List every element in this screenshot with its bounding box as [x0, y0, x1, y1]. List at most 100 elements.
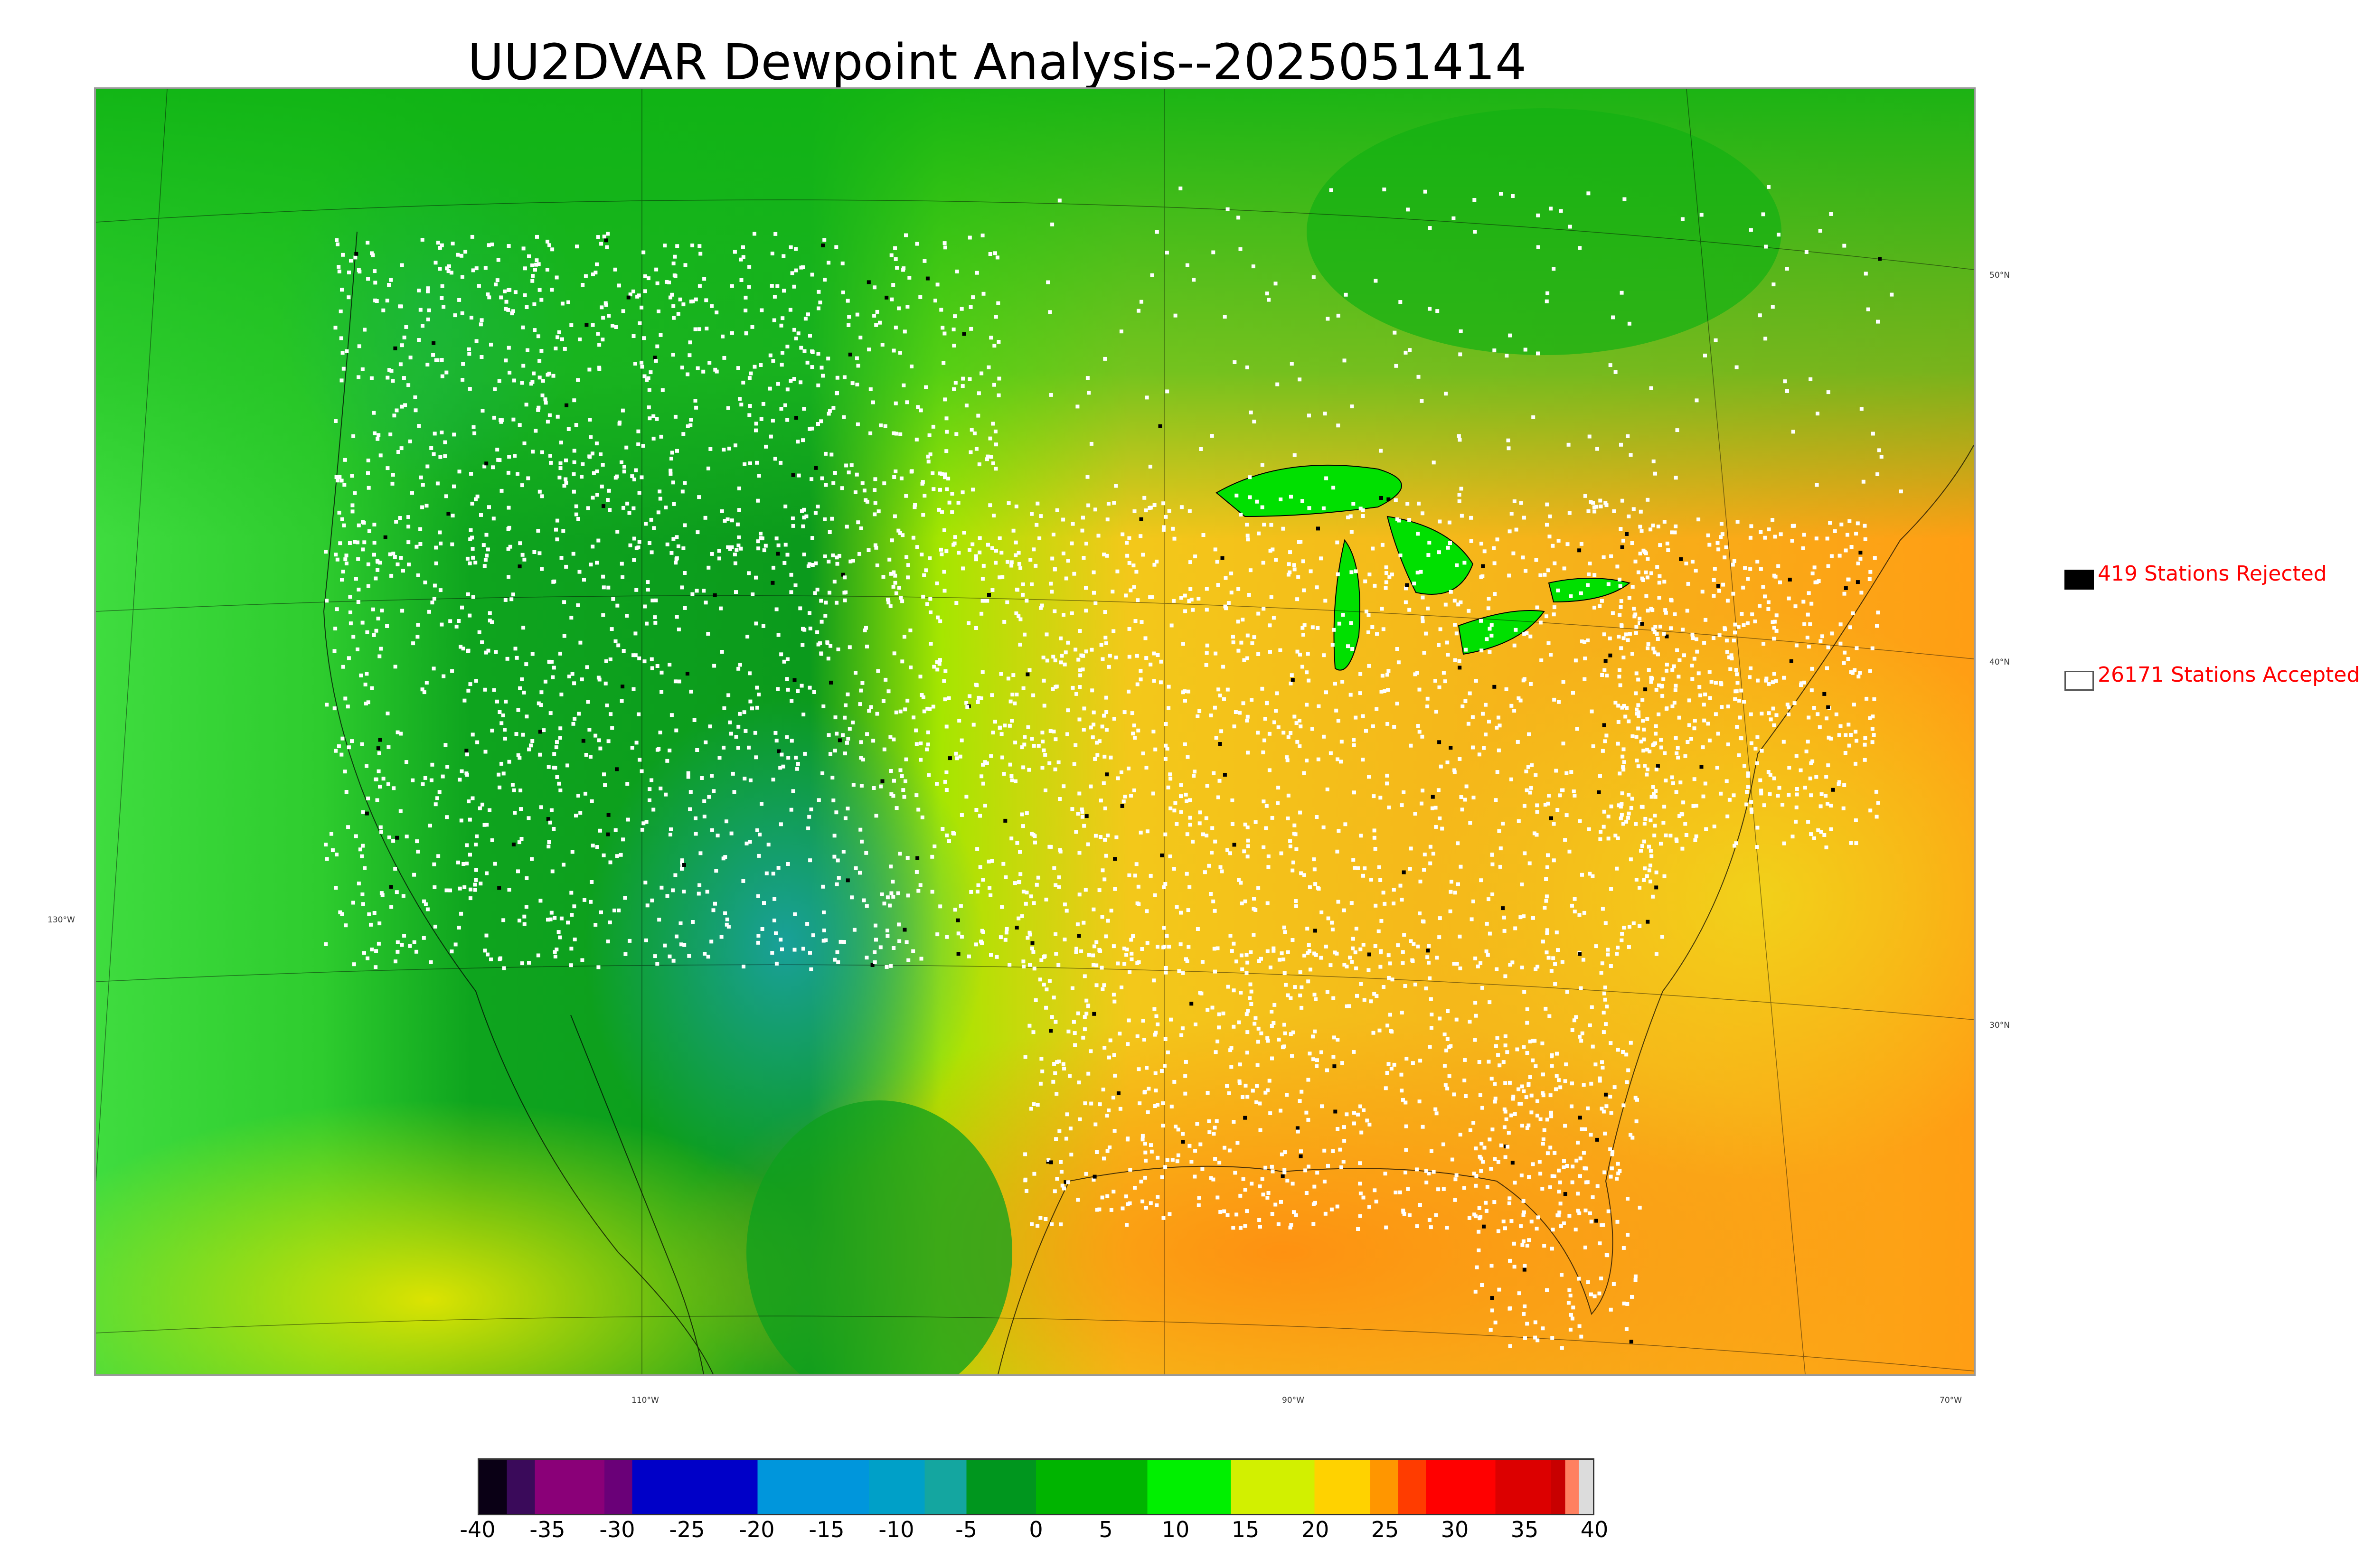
station-accepted-marker	[1661, 677, 1666, 681]
station-accepted-marker	[1512, 643, 1517, 648]
station-accepted-marker	[1600, 961, 1604, 966]
station-accepted-marker	[1268, 965, 1272, 969]
station-accepted-marker	[1740, 612, 1744, 616]
station-accepted-marker	[1397, 518, 1401, 523]
station-accepted-marker	[1163, 757, 1168, 761]
station-accepted-marker	[904, 779, 907, 783]
station-accepted-marker	[336, 479, 339, 483]
station-accepted-marker	[1455, 563, 1459, 567]
station-accepted-marker	[508, 370, 512, 375]
station-accepted-marker	[440, 374, 444, 378]
station-accepted-marker	[1041, 740, 1045, 743]
station-accepted-marker	[1407, 608, 1412, 612]
station-accepted-marker	[1638, 617, 1642, 621]
station-accepted-marker	[1540, 1187, 1545, 1191]
station-accepted-marker	[710, 304, 714, 308]
station-accepted-marker	[463, 250, 468, 254]
station-accepted-marker	[1234, 959, 1238, 964]
station-accepted-marker	[1517, 1087, 1521, 1091]
station-accepted-marker	[1470, 917, 1474, 921]
station-accepted-marker	[848, 645, 852, 649]
station-accepted-marker	[471, 595, 475, 599]
station-accepted-marker	[1618, 668, 1621, 672]
station-accepted-marker	[1372, 828, 1376, 833]
station-accepted-marker	[873, 543, 877, 547]
station-accepted-marker	[330, 832, 333, 836]
station-accepted-marker	[806, 826, 810, 830]
station-accepted-marker	[1326, 1164, 1330, 1168]
station-accepted-marker	[1105, 554, 1109, 558]
station-accepted-marker	[1659, 745, 1663, 750]
station-accepted-marker	[785, 418, 790, 422]
station-accepted-marker	[1326, 916, 1330, 920]
station-accepted-marker	[1856, 521, 1860, 526]
station-accepted-marker	[843, 816, 848, 820]
station-accepted-marker	[1401, 961, 1405, 965]
station-accepted-marker	[1467, 609, 1471, 613]
station-accepted-marker	[969, 327, 973, 331]
station-accepted-marker	[1808, 776, 1812, 780]
station-accepted-marker	[465, 843, 469, 847]
station-accepted-marker	[1804, 749, 1809, 753]
station-accepted-marker	[1489, 1167, 1493, 1171]
station-accepted-marker	[1746, 774, 1750, 778]
station-accepted-marker	[1506, 1145, 1510, 1149]
station-accepted-marker	[324, 942, 328, 946]
station-accepted-marker	[1229, 1065, 1234, 1069]
station-accepted-marker	[1618, 683, 1622, 687]
station-accepted-marker	[600, 484, 604, 488]
station-accepted-marker	[1315, 1064, 1319, 1068]
station-accepted-marker	[1026, 936, 1030, 940]
station-accepted-marker	[1764, 678, 1768, 683]
station-accepted-marker	[697, 495, 701, 499]
station-accepted-marker	[380, 609, 384, 613]
station-accepted-marker	[1207, 1130, 1212, 1134]
station-accepted-marker	[1725, 650, 1729, 654]
station-accepted-marker	[1479, 1169, 1483, 1173]
station-accepted-marker	[493, 387, 497, 391]
station-accepted-marker	[540, 450, 544, 454]
station-accepted-marker	[892, 651, 896, 656]
station-accepted-marker	[1179, 810, 1183, 814]
station-accepted-marker	[349, 259, 353, 263]
station-accepted-marker	[637, 293, 641, 298]
station-accepted-marker	[558, 466, 563, 470]
station-accepted-marker	[1458, 352, 1462, 357]
station-accepted-marker	[1562, 1159, 1566, 1163]
station-accepted-marker	[1489, 1077, 1494, 1081]
station-accepted-marker	[582, 578, 586, 582]
station-accepted-marker	[1525, 1126, 1529, 1130]
station-accepted-marker	[1060, 654, 1064, 658]
station-accepted-marker	[1809, 793, 1813, 798]
station-accepted-marker	[536, 529, 540, 533]
station-accepted-marker	[937, 662, 942, 666]
station-accepted-marker	[1078, 668, 1083, 672]
station-accepted-marker	[1814, 536, 1818, 541]
station-accepted-marker	[400, 343, 404, 347]
station-accepted-marker	[1005, 600, 1009, 604]
station-accepted-marker	[418, 308, 423, 312]
station-accepted-marker	[835, 562, 839, 566]
station-accepted-marker	[940, 472, 944, 476]
station-accepted-marker	[1654, 789, 1658, 793]
station-accepted-marker	[1239, 513, 1243, 516]
station-rejected-marker	[432, 341, 436, 345]
station-accepted-marker	[1761, 212, 1765, 216]
station-accepted-marker	[501, 918, 506, 922]
station-accepted-marker	[1429, 1225, 1433, 1230]
station-accepted-marker	[892, 475, 896, 479]
station-accepted-marker	[1027, 1023, 1032, 1028]
station-accepted-marker	[1400, 1089, 1404, 1093]
station-accepted-marker	[1438, 1016, 1442, 1021]
station-accepted-marker	[1579, 1334, 1583, 1339]
station-accepted-marker	[997, 340, 1001, 344]
station-accepted-marker	[1568, 1327, 1573, 1332]
station-accepted-marker	[405, 835, 409, 839]
station-accepted-marker	[403, 403, 407, 407]
map-frame	[94, 87, 1976, 1376]
station-accepted-marker	[1457, 493, 1461, 497]
station-accepted-marker	[1717, 633, 1722, 638]
station-accepted-marker	[1648, 750, 1652, 753]
station-accepted-marker	[1568, 1294, 1573, 1297]
station-accepted-marker	[1038, 1216, 1043, 1220]
